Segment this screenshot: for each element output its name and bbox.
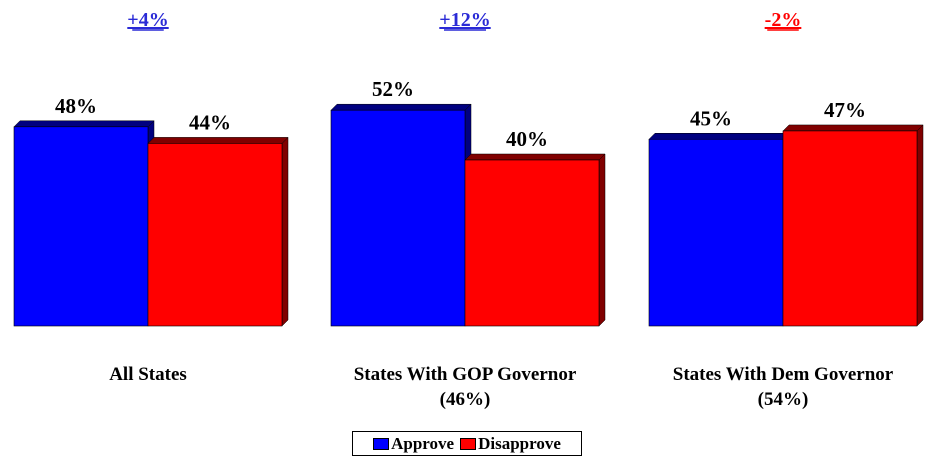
category-label-3-line-1: States With Dem Governor (673, 364, 894, 385)
value-label-disapprove-3: 47% (824, 98, 866, 122)
bar-top-approve-3 (648, 133, 790, 140)
bar-approve-2 (330, 109, 466, 327)
bar-side-disapprove-3 (916, 124, 924, 327)
category-label-3-line-2: (54%) (758, 389, 809, 410)
legend-label-approve: Approve (391, 433, 455, 453)
bar-top-disapprove-1 (147, 137, 289, 144)
bar-side-disapprove-2 (598, 153, 606, 327)
bar-top-disapprove-2 (464, 153, 606, 161)
legend-item-approve: Approve (373, 434, 454, 454)
bar-side-disapprove-1 (281, 136, 289, 327)
category-label-1-line-1: All States (109, 364, 187, 385)
value-label-approve-3: 45% (690, 106, 732, 130)
bar-top-approve-1 (13, 120, 155, 128)
legend-swatch-approve (373, 437, 390, 450)
value-label-approve-2: 52% (372, 77, 414, 101)
bar-top-approve-2 (330, 103, 472, 111)
value-label-disapprove-1: 44% (189, 110, 231, 134)
legend-item-disapprove: Disapprove (460, 434, 561, 454)
bar-disapprove-3 (782, 130, 918, 327)
bar-disapprove-2 (464, 159, 600, 327)
bar-top-disapprove-3 (782, 124, 924, 132)
category-label-2-line-2: (46%) (440, 389, 491, 410)
bar-approve-3 (648, 138, 784, 327)
value-label-disapprove-2: 40% (506, 127, 548, 151)
difference-label-2: +12% (439, 9, 490, 31)
legend-label-disapprove: Disapprove (478, 433, 561, 453)
difference-label-3: -2% (765, 9, 802, 31)
bar-approve-1 (13, 126, 149, 327)
category-label-2-line-1: States With GOP Governor (354, 364, 577, 385)
bar-disapprove-1 (147, 143, 283, 327)
chart-legend: Approve Disapprove (352, 431, 582, 456)
legend-swatch-disapprove (460, 437, 477, 450)
difference-label-1: +4% (127, 9, 168, 31)
value-label-approve-1: 48% (55, 94, 97, 118)
